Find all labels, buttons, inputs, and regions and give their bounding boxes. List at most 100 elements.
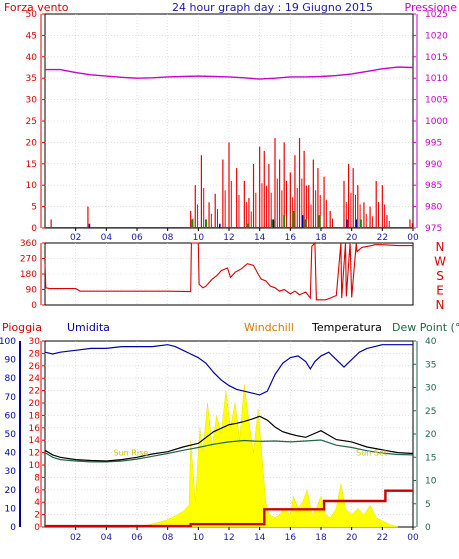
pressure-title: Pressione xyxy=(405,1,458,14)
wind-panel-xtick-label: 04 xyxy=(101,233,113,243)
temp-panel-xtick-label: 06 xyxy=(131,533,143,543)
wind-panel-xtick-label: 02 xyxy=(70,233,81,243)
temp-right-ytick-label: 15 xyxy=(425,453,436,463)
temp-left-ytick-label: 0 xyxy=(34,523,40,533)
temp-humidity-panel: 1009080706050403020100302826242220181614… xyxy=(0,337,437,543)
temp-right-ytick-label: 30 xyxy=(425,384,437,394)
temp-panel-xtick-label: 02 xyxy=(70,533,81,543)
pressure-ytick-label: 1000 xyxy=(425,117,448,127)
wind-ytick-label: 15 xyxy=(26,160,37,170)
temp-right-ytick-label: 20 xyxy=(425,430,437,440)
wind-panel-xtick-label: 10 xyxy=(193,233,205,243)
temp-left-ytick-label: 20 xyxy=(29,399,41,409)
direction-ytick-label: 360 xyxy=(20,239,37,249)
direction-ytick-label: 180 xyxy=(20,270,37,280)
temp-left-ytick-label: 4 xyxy=(34,498,40,508)
temp-panel-xtick-label: 00 xyxy=(407,533,419,543)
temp-panel-xtick-label: 04 xyxy=(101,533,113,543)
wind-panel-xtick-label: 06 xyxy=(131,233,143,243)
wind-ytick-label: 35 xyxy=(26,74,37,84)
temp-left-ytick-label: 22 xyxy=(29,387,40,397)
temp-left-ytick-label: 16 xyxy=(29,424,41,434)
temp-panel-xtick-label: 12 xyxy=(223,533,234,543)
temp-panel-xtick-label: 22 xyxy=(377,533,388,543)
pressure-ytick-label: 1025 xyxy=(425,10,448,20)
temp-right-ytick-label: 10 xyxy=(425,477,437,487)
wind-ytick-label: 50 xyxy=(26,10,38,20)
temp-left-ytick-label: 8 xyxy=(34,473,40,483)
rain-ytick-label: 30 xyxy=(5,467,17,477)
wind-ytick-label: 20 xyxy=(26,138,38,148)
dewpoint-label: Dew Point (°C xyxy=(392,321,459,334)
temp-panel-xtick-label: 10 xyxy=(193,533,205,543)
wind-ytick-label: 5 xyxy=(31,203,37,213)
temp-left-ytick-label: 14 xyxy=(29,436,41,446)
rain-ytick-label: 90 xyxy=(5,356,17,366)
sun-annotation: Sun Rise xyxy=(114,449,149,458)
pressure-line xyxy=(45,66,414,80)
temp-right-ytick-label: 25 xyxy=(425,407,436,417)
temp-left-ytick-label: 2 xyxy=(34,511,40,521)
humidity-label: Umidita xyxy=(67,321,110,334)
temp-panel-xtick-label: 18 xyxy=(315,533,327,543)
temp-left-ytick-label: 12 xyxy=(29,449,40,459)
rain-ytick-label: 50 xyxy=(5,430,17,440)
wind-title: Forza vento xyxy=(4,1,69,14)
pressure-ytick-label: 995 xyxy=(425,138,442,148)
direction-ytick-label: 0 xyxy=(31,301,37,311)
direction-line xyxy=(44,241,413,301)
pressure-ytick-label: 975 xyxy=(425,224,442,234)
temp-right-ytick-label: 5 xyxy=(425,500,431,510)
rain-ytick-label: 60 xyxy=(5,411,17,421)
wind-ytick-label: 40 xyxy=(26,53,38,63)
wind-ytick-label: 25 xyxy=(26,117,37,127)
wind-panel-xtick-label: 08 xyxy=(162,233,174,243)
wind-panel-xtick-label: 14 xyxy=(254,233,266,243)
temp-panel-xtick-label: 20 xyxy=(346,533,358,543)
compass-label: N xyxy=(436,298,445,312)
chart-title: 24 hour graph day : 19 Giugno 2015 xyxy=(172,1,373,14)
temp-right-ytick-label: 0 xyxy=(425,523,431,533)
compass-label: S xyxy=(436,269,444,283)
direction-ytick-label: 270 xyxy=(20,255,37,265)
dewpoint-line xyxy=(44,439,414,463)
rain-ytick-label: 20 xyxy=(5,486,17,496)
wind-ytick-label: 10 xyxy=(26,181,38,191)
wind-ytick-label: 45 xyxy=(26,31,37,41)
windchill-label: Windchill xyxy=(244,321,294,334)
rain-ytick-label: 40 xyxy=(5,449,17,459)
temp-panel-xtick-label: 14 xyxy=(254,533,266,543)
compass-label: W xyxy=(434,255,446,269)
sun-annotation: Sun Set xyxy=(356,449,387,458)
wind-panel-xtick-label: 20 xyxy=(346,233,358,243)
rain-ytick-label: 10 xyxy=(5,504,17,514)
rain-ytick-label: 70 xyxy=(5,393,17,403)
pressure-ytick-label: 985 xyxy=(425,181,442,191)
wind-ytick-label: 0 xyxy=(31,224,37,234)
pressure-ytick-label: 990 xyxy=(425,160,442,170)
compass-label: N xyxy=(436,240,445,254)
temp-panel-xtick-label: 08 xyxy=(162,533,174,543)
pressure-ytick-label: 1010 xyxy=(425,74,448,84)
wind-panel-xtick-label: 22 xyxy=(377,233,388,243)
temp-left-ytick-label: 10 xyxy=(29,461,41,471)
rain-ytick-label: 100 xyxy=(0,337,16,347)
wind-ytick-label: 30 xyxy=(26,96,38,106)
temp-left-ytick-label: 24 xyxy=(29,374,41,384)
temperature-line xyxy=(44,415,414,462)
temp-panel-xtick-label: 16 xyxy=(285,533,297,543)
pressure-ytick-label: 1005 xyxy=(425,96,448,106)
wind-pressure-panel: 5045403530252015105010251020101510101005… xyxy=(26,10,449,243)
temp-left-ytick-label: 30 xyxy=(29,337,41,347)
pressure-ytick-label: 1015 xyxy=(425,53,448,63)
rain-ytick-label: 0 xyxy=(10,523,16,533)
temp-left-ytick-label: 28 xyxy=(29,349,41,359)
wind-panel-xtick-label: 12 xyxy=(223,233,234,243)
temp-left-ytick-label: 26 xyxy=(29,362,41,372)
rain-label: Pioggia xyxy=(2,321,42,334)
wind-panel-xtick-label: 00 xyxy=(407,233,419,243)
temp-left-ytick-label: 6 xyxy=(34,486,40,496)
